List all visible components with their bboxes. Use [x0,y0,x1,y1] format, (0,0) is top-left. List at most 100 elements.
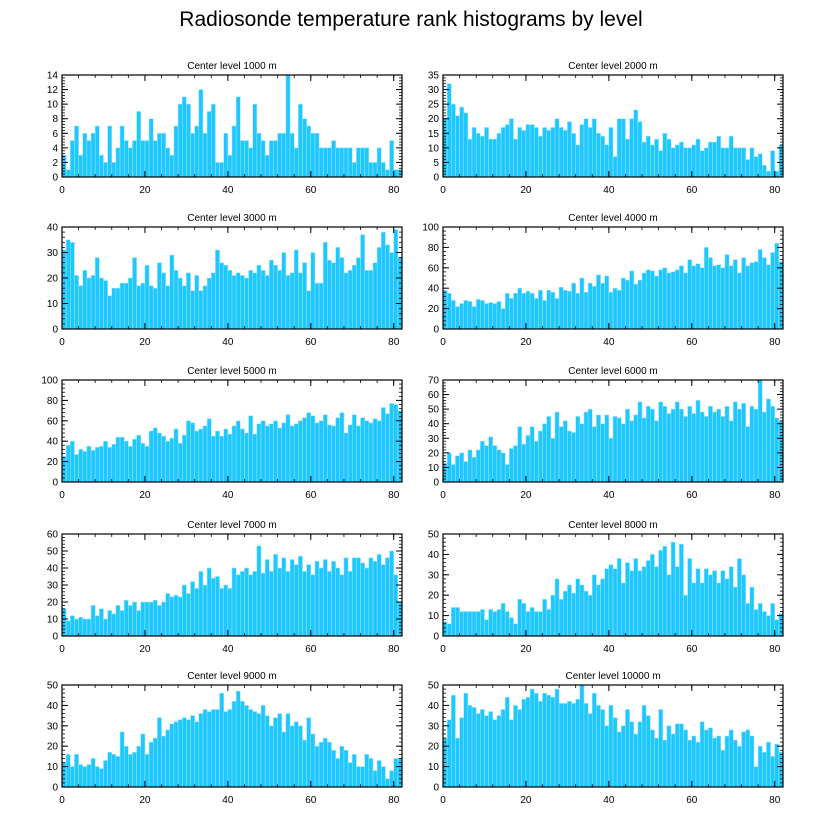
histogram-bar [256,713,262,788]
histogram-bar [293,721,299,788]
x-tick-label: 0 [59,185,65,196]
histogram-bar [737,272,742,330]
histogram-bar [567,584,572,637]
histogram-bar [455,737,460,788]
histogram-bar [571,592,576,637]
histogram-bar [74,275,79,330]
histogram-bar [550,292,556,330]
y-tick-label: 100 [422,223,439,234]
histogram-bar [762,165,767,178]
histogram-bar [157,717,162,788]
histogram-bar [637,721,643,788]
histogram-bar [538,430,543,483]
histogram-bar [471,707,477,788]
histogram-bar [463,611,469,637]
histogram-bar [181,96,187,178]
histogram-bar [86,446,92,483]
histogram-bar [256,265,262,330]
histogram-bar [231,275,237,330]
histogram-bar [455,455,460,483]
y-tick-label: 4 [52,143,58,154]
panel-title: Center level 10000 m [565,671,660,682]
histogram-bar [211,272,216,330]
histogram-bar [157,262,162,330]
y-tick-label: 0 [52,783,58,794]
histogram-bar [107,447,113,483]
histogram-bar [376,554,382,637]
histogram-bar [592,692,597,788]
histogram-bar [637,570,643,637]
histogram-bar [708,405,713,483]
histogram-bar [583,292,589,330]
histogram-bar [281,557,287,637]
histogram-bar [480,709,485,788]
histogram-bar [343,147,349,178]
histogram-bar [604,725,610,788]
histogram-bar [757,745,763,788]
histogram-bar [741,403,746,483]
histogram-bar [140,733,146,788]
histogram-bar [364,567,370,637]
histogram-bar [99,608,104,637]
x-tick-label: 40 [222,185,234,196]
histogram-bar [115,605,121,637]
y-tick-label: 20 [428,591,440,602]
histogram-bar [368,758,374,788]
panel-title: Center level 5000 m [187,366,277,377]
histogram-bar [86,140,92,178]
histogram-bar [136,111,142,178]
y-tick-label: 50 [47,547,59,558]
histogram-bar [612,568,618,637]
histogram-bar [78,617,83,637]
histogram-bar [546,416,552,483]
histogram-bar [542,127,547,178]
y-tick-label: 0 [433,173,439,184]
histogram-bar [480,440,485,483]
histogram-bar [273,554,278,637]
histogram-bar [244,140,249,178]
histogram-bar [310,133,316,178]
histogram-bar [737,408,742,483]
histogram-bar [654,138,659,178]
histogram-bar [285,275,291,330]
histogram-bar [302,118,307,178]
histogram-bar [86,764,92,788]
histogram-bar [459,717,464,788]
histogram-bar [612,416,618,483]
chart-panel-9: Center level 9000 m 0 20 40 60 80 0 10 20 30 40 50 [47,671,403,806]
histogram-bar [347,571,353,637]
histogram-bar [165,440,171,483]
histogram-bar [314,282,320,330]
histogram-bar [612,287,618,330]
histogram-bar [480,609,485,637]
histogram-bar [260,572,266,637]
histogram-bar [716,264,722,330]
histogram-bar [683,147,688,178]
histogram-bar [285,571,291,637]
histogram-bar [753,408,759,483]
histogram-bar [103,760,108,788]
histogram-bar [202,425,208,483]
y-tick-label: 50 [428,405,440,416]
x-tick-label: 20 [139,644,151,655]
histogram-bar [587,282,593,330]
histogram-bar [554,298,560,330]
histogram-bar [616,558,622,637]
histogram-bar [235,272,241,330]
histogram-bar [235,96,241,178]
histogram-bar [289,425,295,483]
histogram-bar [90,133,96,178]
histogram-bar [248,147,253,178]
histogram-bar [579,684,585,788]
histogram-bar [662,739,668,788]
histogram-bar [475,299,481,330]
histogram-bar [356,425,361,483]
y-tick-label: 40 [47,564,59,575]
histogram-bar [488,711,494,788]
histogram-bar [385,557,390,637]
histogram-bar [368,270,374,330]
histogram-bar [306,412,312,483]
plot-frame [61,74,403,178]
histogram-bar [629,420,634,483]
histogram-bar [173,125,179,178]
